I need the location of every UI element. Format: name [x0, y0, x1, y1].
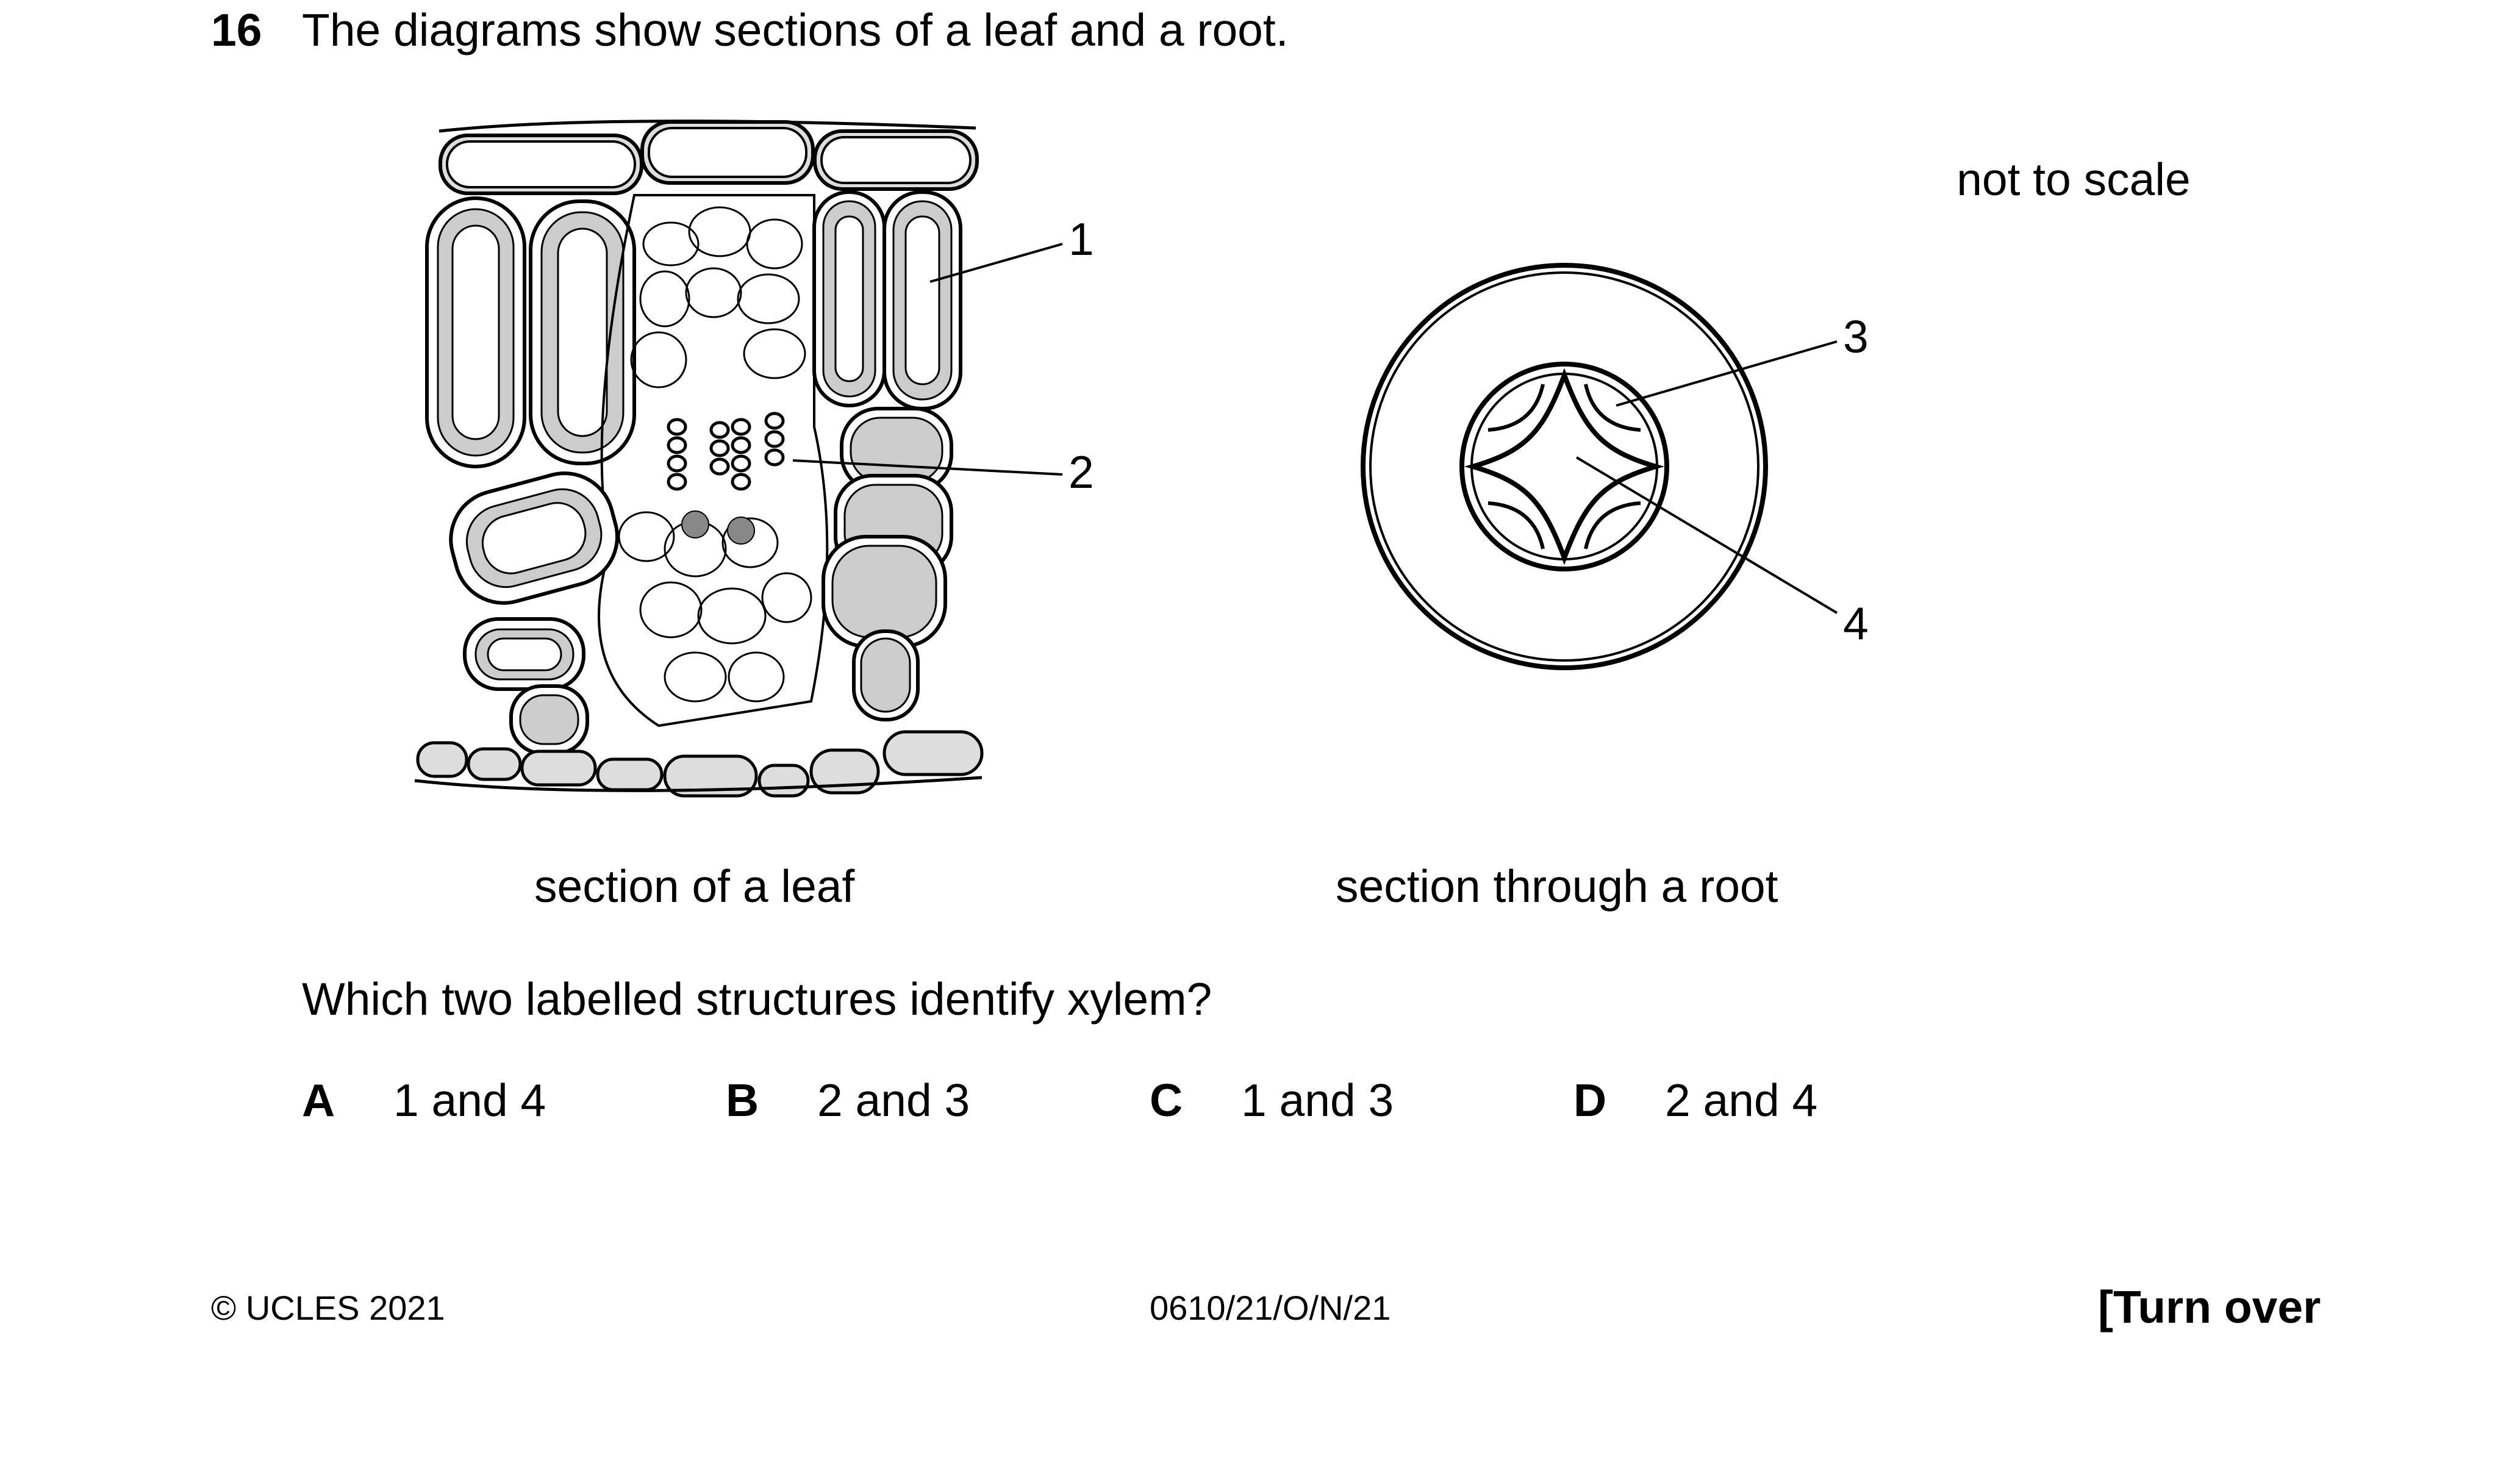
caption-leaf: section of a leaf	[534, 860, 855, 912]
question-text: The diagrams show sections of a leaf and…	[302, 4, 1289, 55]
option-a-text: 1 and 4	[393, 1075, 546, 1126]
footer-turn-over: [Turn over	[2098, 1281, 2321, 1333]
question-number: 16	[211, 4, 262, 55]
option-a-letter: A	[302, 1075, 335, 1126]
label-1: 1	[1068, 213, 1094, 265]
footer-paper-code: 0610/21/O/N/21	[1150, 1289, 1391, 1327]
root-section-diagram	[1361, 263, 1838, 670]
option-d-text: 2 and 4	[1665, 1075, 1818, 1126]
label-4: 4	[1843, 598, 1869, 649]
caption-root: section through a root	[1336, 860, 1778, 912]
question-prompt: Which two labelled structures identify x…	[302, 973, 1212, 1025]
option-d-letter: D	[1573, 1075, 1607, 1126]
label-2: 2	[1068, 446, 1094, 498]
leaf-section-diagram	[414, 120, 984, 798]
footer-copyright: © UCLES 2021	[211, 1289, 445, 1327]
option-c-letter: C	[1150, 1075, 1183, 1126]
label-3: 3	[1843, 311, 1869, 362]
scale-note: not to scale	[1956, 154, 2191, 205]
option-b-letter: B	[726, 1075, 759, 1126]
option-b-text: 2 and 3	[817, 1075, 970, 1126]
option-c-text: 1 and 3	[1241, 1075, 1394, 1126]
